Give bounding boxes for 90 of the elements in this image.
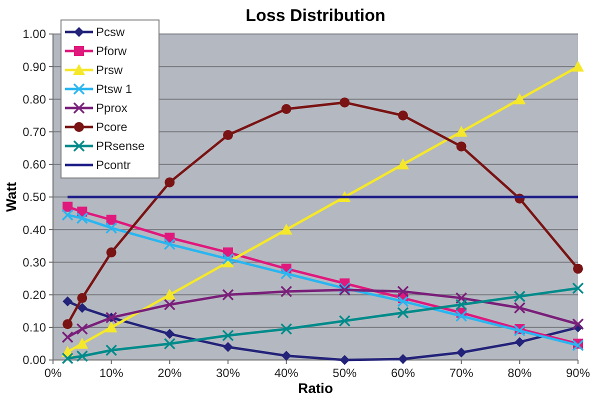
y-tick-label: 0.90 — [22, 60, 46, 74]
point — [105, 222, 118, 234]
point — [455, 310, 468, 322]
point — [514, 290, 526, 302]
point — [76, 323, 88, 335]
point — [223, 130, 233, 140]
point — [164, 288, 176, 300]
point — [222, 253, 234, 265]
point — [164, 328, 175, 339]
x-tick-label: 20% — [158, 366, 182, 380]
point — [164, 298, 176, 310]
y-tick-label: 0.60 — [22, 158, 46, 172]
point — [398, 110, 408, 120]
point — [340, 355, 350, 365]
y-tick-label: 1.00 — [22, 27, 46, 42]
point — [514, 93, 526, 104]
point — [76, 338, 88, 349]
point — [280, 286, 292, 298]
point — [280, 268, 292, 280]
point — [280, 323, 292, 335]
point — [338, 314, 351, 327]
y-tick-label: 0.10 — [22, 320, 46, 335]
point — [456, 141, 466, 152]
point — [514, 337, 525, 348]
x-tick-label: 50% — [332, 366, 357, 380]
point — [572, 318, 584, 330]
point — [222, 288, 234, 301]
point — [281, 104, 292, 114]
point — [77, 302, 88, 313]
point — [455, 126, 468, 137]
y-axis-title: Watt — [3, 182, 19, 212]
point — [281, 350, 292, 361]
point — [106, 214, 116, 225]
point — [62, 352, 74, 364]
x-tick-label: 0% — [44, 366, 62, 380]
x-tick-label: 10% — [99, 366, 124, 380]
point — [106, 247, 116, 258]
x-tick-label: 90% — [566, 366, 590, 380]
y-tick-label: 0.30 — [22, 255, 46, 270]
chart-title: Loss Distribution — [246, 6, 386, 25]
point — [455, 298, 468, 310]
y-tick-label: 0.70 — [22, 125, 46, 139]
point — [76, 350, 88, 362]
y-tick-label: 0.80 — [22, 92, 46, 106]
y-tick-label: 0.20 — [22, 288, 46, 302]
legend-label: Pprox — [96, 101, 128, 116]
point — [164, 177, 175, 188]
point — [164, 338, 176, 350]
point — [397, 286, 409, 298]
point — [456, 348, 466, 358]
point — [164, 238, 176, 250]
legend-label: Prsw — [96, 63, 123, 78]
point — [340, 97, 350, 108]
point — [514, 302, 526, 314]
point — [105, 344, 118, 356]
point — [572, 339, 584, 352]
point — [76, 212, 88, 224]
point — [62, 296, 73, 306]
point — [105, 321, 118, 332]
point — [573, 264, 583, 274]
point — [572, 60, 584, 72]
legend-label: Ptsw 1 — [96, 82, 132, 96]
x-axis-title: Ratio — [298, 380, 333, 395]
point — [62, 209, 74, 221]
point — [397, 306, 409, 319]
legend-label: Pcsw — [96, 25, 126, 40]
x-tick-label: 70% — [449, 366, 474, 380]
y-tick-label: 0.40 — [22, 222, 46, 237]
point — [62, 319, 73, 330]
legend-label: Pcontr — [96, 158, 131, 172]
point — [77, 293, 88, 304]
point — [222, 330, 234, 342]
y-tick-label: 0.50 — [22, 190, 46, 204]
x-tick-label: 40% — [274, 366, 299, 380]
point — [280, 224, 292, 235]
point — [397, 295, 409, 308]
x-tick-label: 80% — [508, 366, 532, 380]
legend-label: Pcore — [96, 120, 128, 134]
legend-label: PRsense — [96, 139, 146, 154]
y-tick-label: 0.00 — [22, 353, 46, 368]
x-tick-label: 60% — [390, 366, 416, 380]
legend-label: Pforw — [96, 44, 128, 58]
point — [572, 282, 584, 294]
point — [514, 324, 526, 337]
point — [62, 331, 74, 344]
point — [398, 354, 408, 364]
point — [397, 158, 409, 170]
x-tick-label: 30% — [216, 366, 240, 380]
point — [223, 342, 233, 352]
point — [62, 202, 73, 212]
